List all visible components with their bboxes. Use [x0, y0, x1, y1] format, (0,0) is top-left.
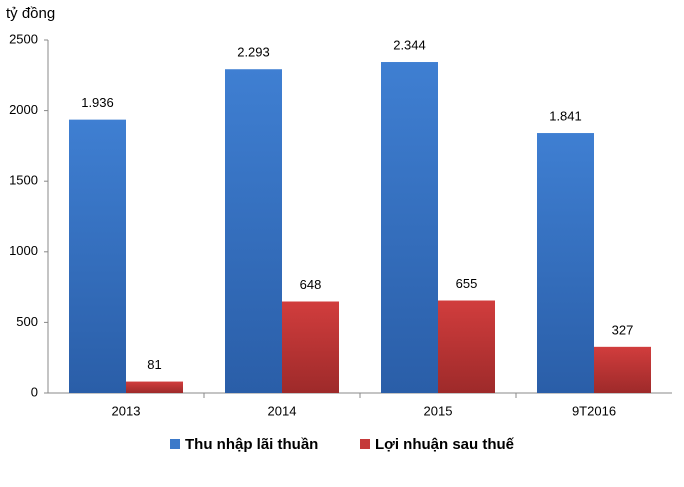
- legend-swatch: [360, 439, 370, 449]
- y-tick-label: 500: [16, 314, 38, 329]
- value-label: 1.936: [81, 95, 114, 110]
- x-tick-label: 9T2016: [572, 403, 616, 418]
- bar: [438, 300, 495, 393]
- value-label: 655: [456, 276, 478, 291]
- legend-text: Thu nhập lãi thuần: [185, 436, 318, 453]
- value-label: 2.344: [393, 37, 426, 52]
- value-label: 1.841: [549, 108, 582, 123]
- y-tick-label: 1000: [9, 243, 38, 258]
- y-tick-label: 2500: [9, 31, 38, 46]
- y-tick-label: 0: [31, 384, 38, 399]
- bar: [537, 133, 594, 394]
- value-label: 2.293: [237, 45, 270, 60]
- value-label: 327: [612, 322, 634, 337]
- legend-swatch: [170, 439, 180, 449]
- x-tick-label: 2014: [268, 403, 297, 418]
- y-axis-label: tỷ đồng: [6, 5, 55, 22]
- y-tick-label: 1500: [9, 173, 38, 188]
- bar: [594, 346, 651, 393]
- y-tick-label: 2000: [9, 102, 38, 117]
- legend-text: Lợi nhuận sau thuế: [375, 436, 515, 453]
- bar: [282, 301, 339, 393]
- bar: [225, 69, 282, 394]
- x-tick-label: 2013: [112, 403, 141, 418]
- value-label: 648: [300, 277, 322, 292]
- value-label: 81: [147, 357, 161, 372]
- bar: [381, 62, 438, 394]
- x-tick-label: 2015: [424, 403, 453, 418]
- bar: [69, 119, 126, 393]
- bar: [126, 381, 183, 393]
